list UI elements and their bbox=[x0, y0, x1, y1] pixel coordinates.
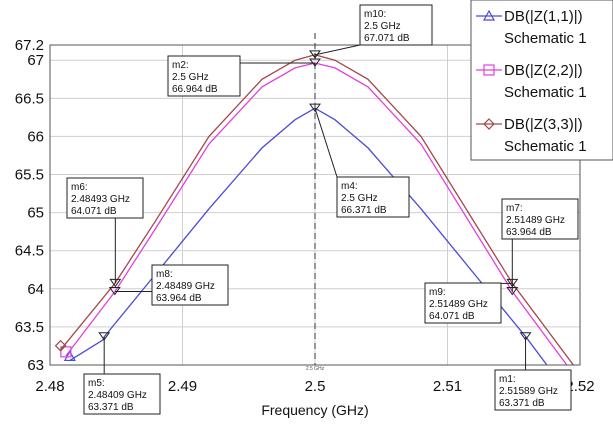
marker-point-m2 bbox=[309, 58, 321, 67]
legend-swatch-marker-1 bbox=[482, 9, 496, 21]
x-tick-label: 2.5 bbox=[305, 378, 326, 395]
marker-text-m10: m10: bbox=[364, 9, 386, 20]
legend-sublabel-2: Schematic 1 bbox=[504, 84, 587, 101]
series-point-3 bbox=[54, 339, 67, 352]
marker-text-m2: m2: bbox=[172, 60, 189, 71]
legend-swatch-marker-2 bbox=[483, 64, 495, 76]
y-tick-label: 63.5 bbox=[15, 319, 44, 336]
legend-label-2: DB(|Z(2,2)|) bbox=[504, 62, 583, 79]
marker-text-m7: m7: bbox=[506, 203, 523, 214]
y-tick-label: 63 bbox=[27, 357, 44, 374]
marker-text-m1: m1: bbox=[499, 374, 516, 385]
series-point-1 bbox=[63, 350, 76, 362]
y-tick-label: 64 bbox=[27, 281, 44, 298]
x-axis-title: Frequency (GHz) bbox=[261, 402, 368, 418]
marker-text-m5: 2.48409 GHz bbox=[88, 390, 147, 401]
marker-text-m7: 63.964 dB bbox=[506, 227, 552, 238]
marker-text-m2: 66.964 dB bbox=[172, 84, 218, 95]
x-tick-label: 2.48 bbox=[35, 378, 64, 395]
marker-text-m9: m9: bbox=[429, 287, 446, 298]
marker-text-m10: 2.5 GHz bbox=[364, 21, 401, 32]
marker-text-m4: m4: bbox=[341, 181, 358, 192]
axes: 2.48 2.49 2.5 2.51 2.52 63 63.5 64 64.5 65 65.5 66 6… bbox=[15, 33, 595, 418]
marker-box-m7 bbox=[501, 198, 579, 240]
marker-box-m2 bbox=[167, 55, 241, 97]
series-layer bbox=[54, 54, 574, 365]
marker-text-m5: m5: bbox=[88, 378, 105, 389]
marker-box-m4 bbox=[336, 176, 410, 218]
marker-point-m4 bbox=[309, 103, 321, 113]
legend-box bbox=[470, 0, 613, 161]
marker-text-m4: 66.371 dB bbox=[341, 205, 387, 216]
series-line-1 bbox=[69, 107, 548, 365]
series-line-2 bbox=[65, 62, 568, 365]
legend-sublabel-3: Schematic 1 bbox=[504, 138, 587, 155]
marker-leader-m4 bbox=[314, 108, 338, 178]
marker-text-m8: m8: bbox=[156, 269, 173, 280]
marker-text-m6: 64.071 dB bbox=[71, 206, 117, 217]
y-tick-label: 64.5 bbox=[15, 243, 44, 260]
legend: DB(|Z(1,1)|) Schematic 1 DB(|Z(2,2)|) Schem… bbox=[470, 0, 613, 161]
marker-text-m9: 64.071 dB bbox=[429, 311, 475, 322]
marker-leader-m10 bbox=[314, 44, 361, 56]
legend-swatch-marker-3 bbox=[483, 118, 495, 130]
marker-box-m9 bbox=[424, 282, 502, 324]
marker-point-m5 bbox=[98, 332, 111, 341]
legend-label-1: DB(|Z(1,1)|) bbox=[504, 8, 583, 25]
marker-text-m4: 2.5 GHz bbox=[341, 193, 378, 204]
y-tick-label: 67.2 bbox=[15, 37, 44, 54]
marker-text-m8: 2.48489 GHz bbox=[156, 281, 215, 292]
y-tick-label: 67 bbox=[27, 52, 44, 69]
marker-text-m8: 63.964 dB bbox=[156, 293, 202, 304]
x-tick-label: 2.52 bbox=[565, 378, 594, 395]
marker-text-m9: 2.51489 GHz bbox=[429, 299, 488, 310]
y-tick-label: 66.5 bbox=[15, 90, 44, 107]
y-tick-label: 65 bbox=[27, 205, 44, 222]
marker-text-m10: 67.071 dB bbox=[364, 33, 410, 44]
marker-box-m1 bbox=[494, 369, 572, 411]
series-point-2 bbox=[60, 346, 72, 358]
y-tick-label: 66 bbox=[27, 128, 44, 145]
marker-text-m7: 2.51489 GHz bbox=[506, 215, 565, 226]
x-tick-label: 2.49 bbox=[168, 378, 197, 395]
marker-box-m5 bbox=[83, 373, 161, 415]
marker-box-m6 bbox=[66, 177, 144, 219]
marker-box-m8 bbox=[151, 264, 229, 306]
marker-point-m1 bbox=[519, 332, 532, 341]
marker-text-m1: 2.51589 GHz bbox=[499, 386, 558, 397]
marker-text-m6: 2.48493 GHz bbox=[71, 194, 130, 205]
center-marker-label: 2.5 GHz bbox=[306, 366, 325, 372]
marker-text-m2: 2.5 GHz bbox=[172, 72, 209, 83]
legend-sublabel-1: Schematic 1 bbox=[504, 30, 587, 47]
x-tick-label: 2.51 bbox=[433, 378, 462, 395]
y-tick-label: 65.5 bbox=[15, 167, 44, 184]
series-line-3 bbox=[60, 54, 574, 365]
marker-box-m10 bbox=[359, 4, 433, 46]
legend-label-3: DB(|Z(3,3)|) bbox=[504, 116, 583, 133]
marker-text-m1: 63.371 dB bbox=[499, 398, 545, 409]
marker-text-m5: 63.371 dB bbox=[88, 402, 134, 413]
marker-text-m6: m6: bbox=[71, 182, 88, 193]
